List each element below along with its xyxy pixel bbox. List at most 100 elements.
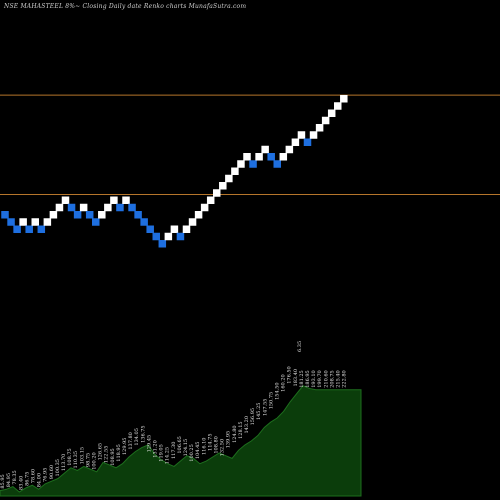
volume-label: 86.75 <box>24 472 30 486</box>
renko-brick-up <box>279 153 288 161</box>
volume-label: 100.35 <box>55 459 61 477</box>
volume-label: 150.75 <box>268 392 274 410</box>
volume-label: 117.30 <box>171 442 177 460</box>
renko-brick-up <box>255 153 263 161</box>
renko-brick-up <box>309 131 318 139</box>
volume-label: 181.25 <box>299 370 305 388</box>
volume-profile <box>0 385 362 497</box>
volume-label: 114.75 <box>207 433 213 451</box>
renko-brick-up <box>43 218 52 226</box>
volume-label: 193.10 <box>311 370 317 388</box>
volume-label: 136.75 <box>140 425 146 443</box>
renko-brick-down <box>176 232 185 241</box>
renko-brick-up <box>231 167 239 175</box>
volume-label: 137.80 <box>128 432 134 450</box>
renko-brick-up <box>182 225 191 233</box>
renko-brick-down <box>85 211 94 219</box>
volume-label: 129.95 <box>122 438 128 456</box>
volume-label: 176.50 <box>287 366 293 384</box>
volume-label: 104.45 <box>195 442 201 460</box>
chart-title: NSE MAHASTEEL 8%~ Closing Daily date Ren… <box>3 3 246 10</box>
renko-brick-down <box>67 203 76 212</box>
renko-brick-up <box>188 218 197 226</box>
volume-label: 156.95 <box>250 408 256 426</box>
renko-brick-down <box>25 225 33 233</box>
renko-brick-down <box>37 225 46 233</box>
volume-label: 110.35 <box>73 451 79 469</box>
renko-brick-up <box>55 203 64 212</box>
volume-label: 129.45 <box>146 435 152 453</box>
renko-brick-down <box>273 160 281 168</box>
renko-brick-up <box>285 145 294 154</box>
volume-label: 145.25 <box>256 403 262 421</box>
renko-brick-up <box>170 225 179 233</box>
volume-label: 103.15 <box>79 447 85 465</box>
renko-brick-up <box>122 196 130 204</box>
renko-brick-up <box>261 145 269 154</box>
renko-brick-up <box>79 203 88 212</box>
renko-brick-down <box>152 232 160 241</box>
renko-brick-up <box>200 203 209 212</box>
renko-brick-up <box>104 203 112 212</box>
volume-label: 106.65 <box>177 436 183 454</box>
renko-brick-up <box>291 138 300 146</box>
volume-label: 119.05 <box>159 444 165 462</box>
renko-brick-up <box>327 109 336 117</box>
renko-brick-up <box>164 232 173 241</box>
volume-label: 139.95 <box>226 431 232 449</box>
volume-label: 108.95 <box>110 448 116 466</box>
renko-brick-down <box>92 218 100 226</box>
volume-label: 132.50 <box>220 439 226 457</box>
renko-brick-up <box>225 174 233 183</box>
renko-brick-down <box>7 218 15 226</box>
volume-label: 131.20 <box>153 440 159 458</box>
renko-brick-down <box>73 211 82 219</box>
renko-brick-up <box>31 218 39 226</box>
volume-label: 78.60 <box>31 469 37 483</box>
volume-label: 208.75 <box>329 370 335 388</box>
renko-brick-up <box>19 218 27 226</box>
renko-brick-up <box>334 102 342 110</box>
renko-brick-down <box>1 211 9 219</box>
volume-label: 128.15 <box>238 421 244 439</box>
renko-brick-up <box>340 95 348 103</box>
renko-brick-down <box>146 225 154 233</box>
renko-brick-down <box>116 203 124 212</box>
renko-bricks <box>1 95 348 248</box>
volume-label: 210.60 <box>323 370 329 388</box>
renko-brick-up <box>297 131 306 139</box>
volume-label: 90.60 <box>49 465 55 479</box>
renko-brick-up <box>61 196 70 204</box>
renko-brick-up <box>213 189 221 197</box>
volume-label: 108.80 <box>214 436 220 454</box>
volume-label: 124.80 <box>232 425 238 443</box>
renko-brick-down <box>13 225 21 233</box>
renko-brick-up <box>206 196 215 204</box>
volume-label: 134.05 <box>134 428 140 446</box>
renko-brick-up <box>237 160 245 168</box>
volume-label: 124.15 <box>183 439 189 457</box>
volume-label: 118.95 <box>116 444 122 462</box>
volume-top-label: 6.35 <box>297 341 303 352</box>
volume-label: 98.75 <box>85 453 91 467</box>
renko-brick-up <box>219 182 227 190</box>
volume-label: 222.80 <box>342 370 348 388</box>
volume-label: 143.20 <box>244 416 250 434</box>
volume-label: 154.50 <box>275 382 281 400</box>
volume-label: 147.55 <box>262 399 268 417</box>
renko-brick-up <box>194 211 203 219</box>
renko-brick-down <box>267 153 275 161</box>
volume-label: 113.70 <box>61 454 67 472</box>
renko-brick-up <box>243 153 251 161</box>
renko-brick-down <box>158 240 167 248</box>
renko-brick-down <box>303 138 312 146</box>
volume-label: 84.00 <box>37 473 43 487</box>
renko-brick-down <box>140 218 148 226</box>
volume-label: 114.25 <box>165 447 171 465</box>
renko-brick-up <box>321 116 330 125</box>
renko-brick-up <box>98 211 106 219</box>
volume-label: 199.70 <box>317 370 323 388</box>
volume-label: 83.40 <box>18 476 24 490</box>
